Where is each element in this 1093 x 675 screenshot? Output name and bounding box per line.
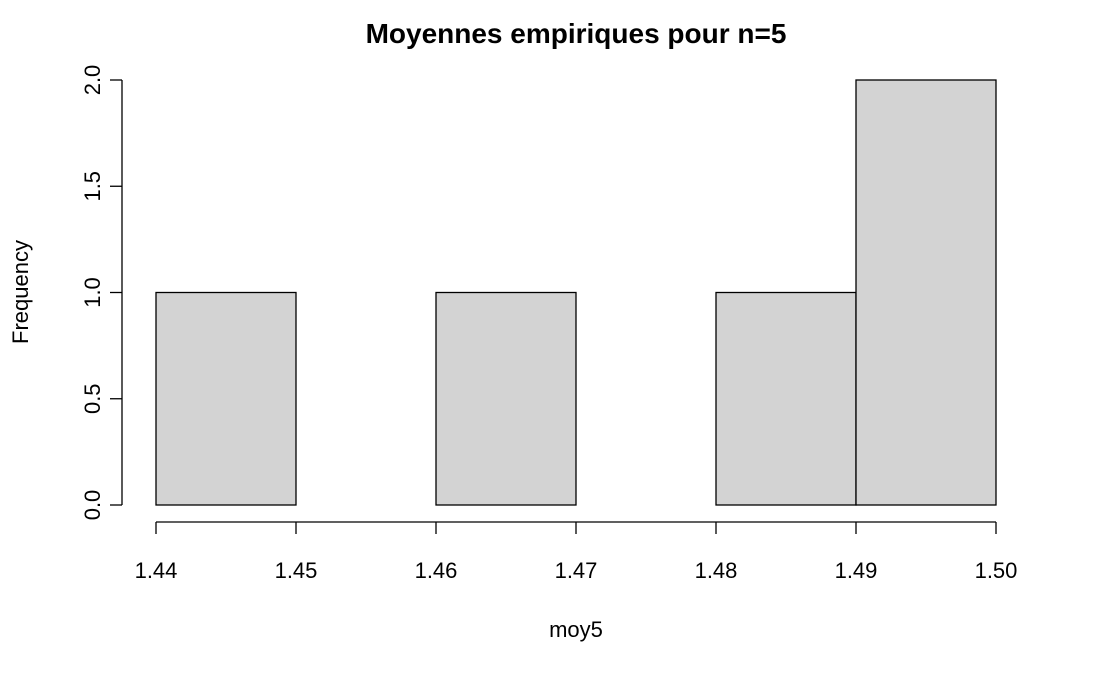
- histogram-bar-4: [715, 291, 857, 506]
- y-tick-label-0: 0.0: [80, 490, 105, 521]
- y-axis: 0.0 0.5 1.0 1.5 2.0: [80, 65, 123, 521]
- y-tick-label-4: 2.0: [80, 65, 105, 96]
- x-tick-label-0: 1.44: [135, 558, 178, 583]
- bars-group: [155, 79, 997, 506]
- x-axis: 1.44 1.45 1.46 1.47 1.48 1.49 1.50: [135, 521, 1018, 583]
- y-axis-label: Frequency: [8, 240, 33, 344]
- histogram-bar-2: [435, 291, 577, 506]
- x-axis-label: moy5: [549, 617, 603, 642]
- histogram-bar-5: [855, 79, 997, 506]
- y-tick-label-3: 1.5: [80, 171, 105, 202]
- x-tick-label-6: 1.50: [975, 558, 1018, 583]
- histogram-bar-0: [155, 291, 297, 506]
- x-tick-label-3: 1.47: [555, 558, 598, 583]
- y-tick-label-2: 1.0: [80, 277, 105, 308]
- chart-title: Moyennes empiriques pour n=5: [366, 18, 787, 49]
- x-tick-label-2: 1.46: [415, 558, 458, 583]
- x-tick-label-4: 1.48: [695, 558, 738, 583]
- x-tick-label-5: 1.49: [835, 558, 878, 583]
- x-tick-label-1: 1.45: [275, 558, 318, 583]
- y-tick-label-1: 0.5: [80, 383, 105, 414]
